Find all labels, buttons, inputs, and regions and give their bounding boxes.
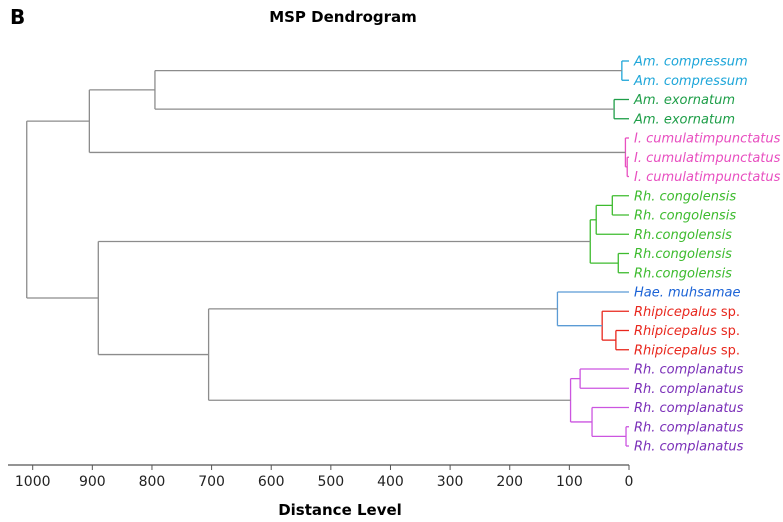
leaf-label: Rh. congolensis xyxy=(634,189,736,204)
x-tick-label: 700 xyxy=(198,474,225,490)
x-tick-label: 800 xyxy=(139,474,166,490)
leaf-label: Rh. complanatus xyxy=(634,401,744,416)
x-axis-label: Distance Level xyxy=(278,501,402,519)
x-tick-label: 500 xyxy=(317,474,344,490)
x-tick-label: 0 xyxy=(625,474,634,490)
leaf-label: Am. compressum xyxy=(633,74,748,89)
x-axis: 1000 900 800 700 600 500 400 300 200 100 0 xyxy=(8,464,634,490)
x-tick-label: 300 xyxy=(437,474,464,490)
x-tick-label: 900 xyxy=(79,474,106,490)
leaf-label: Rhipicepalus sp. xyxy=(634,305,740,320)
dendrogram-links xyxy=(26,60,629,447)
panel-label: B xyxy=(10,5,25,29)
leaf-label: Am. compressum xyxy=(633,55,748,70)
leaf-label: Rhipicepalus sp. xyxy=(634,324,740,339)
leaf-label: Rh. congolensis xyxy=(634,209,736,224)
chart-title: MSP Dendrogram xyxy=(269,8,417,26)
leaf-label: Rh. complanatus xyxy=(634,440,744,455)
leaf-labels: Am. compressum Am. compressum Am. exornatu… xyxy=(633,55,781,455)
leaf-label: Hae. muhsamae xyxy=(634,286,741,301)
x-tick-label: 1000 xyxy=(15,474,51,490)
leaf-label: Rhipicepalus sp. xyxy=(634,343,740,358)
leaf-label: Rh.congolensis xyxy=(634,266,732,281)
leaf-label: Rh. complanatus xyxy=(634,363,744,378)
x-tick-label: 200 xyxy=(496,474,523,490)
leaf-label: Am. exornatum xyxy=(633,93,735,108)
leaf-label: Rh. complanatus xyxy=(634,382,744,397)
leaf-label: I. cumulatimpunctatus xyxy=(634,170,781,185)
leaf-label: Rh. complanatus xyxy=(634,420,744,435)
x-tick-label: 100 xyxy=(556,474,583,490)
leaf-label: Rh.congolensis xyxy=(634,228,732,243)
x-tick-label: 400 xyxy=(377,474,404,490)
leaf-label: Rh.congolensis xyxy=(634,247,732,262)
leaf-label: Am. exornatum xyxy=(633,112,735,127)
leaf-label: I. cumulatimpunctatus xyxy=(634,132,781,147)
x-tick-label: 600 xyxy=(258,474,285,490)
leaf-label: I. cumulatimpunctatus xyxy=(634,151,781,166)
